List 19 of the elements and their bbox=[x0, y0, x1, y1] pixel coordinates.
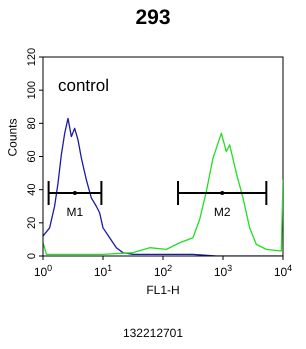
text: 132212701 bbox=[122, 326, 184, 340]
x-tick-label: 10$^{3}$ bbox=[214, 263, 232, 279]
y-tick-label: 40 bbox=[26, 184, 38, 196]
y-tick-label: 100 bbox=[26, 80, 38, 100]
x-tick-label: 10$^{0}$ bbox=[34, 263, 52, 279]
y-tick-label: 0 bbox=[26, 252, 38, 260]
y-tick-label: 20 bbox=[26, 216, 38, 229]
y-tick-label: 60 bbox=[26, 150, 38, 163]
data-label: M1 bbox=[66, 205, 84, 220]
chart-title: 293 bbox=[134, 6, 172, 30]
x-tick-label: 10$^{4}$ bbox=[274, 263, 292, 279]
data-label: M2 bbox=[214, 205, 231, 220]
annotation: control bbox=[58, 76, 110, 96]
y-axis-title: Counts bbox=[5, 118, 20, 156]
x-tick-label: 10$^{1}$ bbox=[94, 263, 112, 279]
y-tick-label: 120 bbox=[26, 48, 38, 66]
x-tick-label: 10$^{2}$ bbox=[154, 263, 172, 279]
y-tick-label: 80 bbox=[26, 117, 38, 130]
x-axis-title: FL1-H bbox=[146, 283, 180, 297]
